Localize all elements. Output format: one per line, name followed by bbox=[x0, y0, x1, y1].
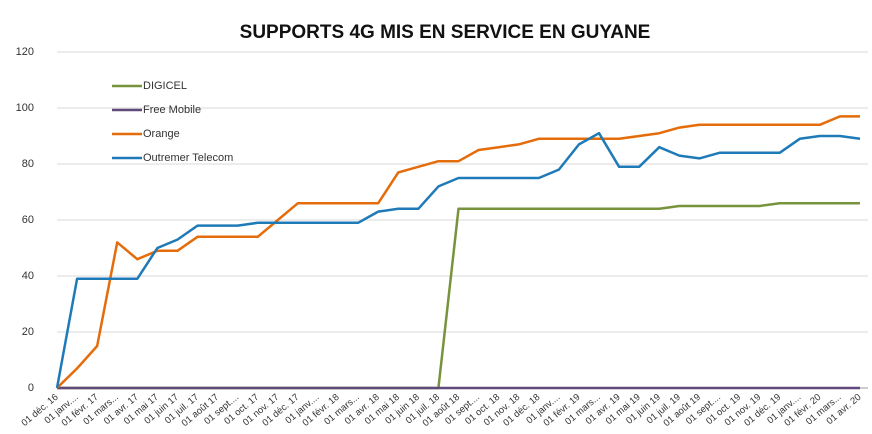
chart-title: SUPPORTS 4G MIS EN SERVICE EN GUYANE bbox=[240, 22, 651, 43]
y-tick-label: 20 bbox=[22, 326, 34, 338]
legend-label: DIGICEL bbox=[143, 80, 187, 92]
y-tick-label: 100 bbox=[16, 102, 34, 114]
legend-label: Outremer Telecom bbox=[143, 152, 233, 164]
legend-label: Orange bbox=[143, 128, 180, 140]
series-line bbox=[56, 115, 860, 389]
y-tick-label: 0 bbox=[28, 382, 34, 394]
series-line bbox=[55, 131, 861, 389]
y-tick-label: 60 bbox=[22, 214, 34, 226]
y-tick-label: 80 bbox=[22, 158, 34, 170]
y-tick-label: 40 bbox=[22, 270, 34, 282]
legend-label: Free Mobile bbox=[143, 104, 201, 116]
y-tick-label: 120 bbox=[16, 46, 34, 58]
